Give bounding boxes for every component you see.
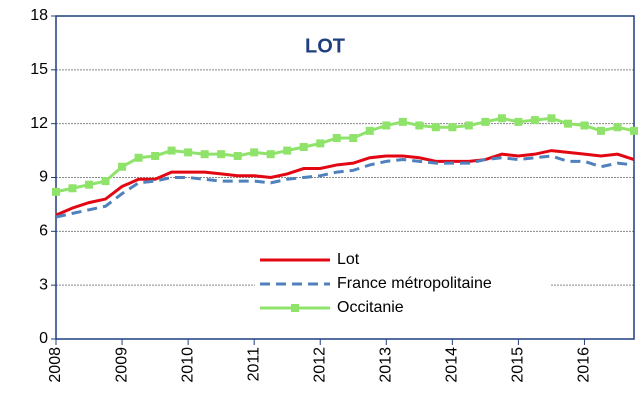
- series-marker: [283, 146, 292, 155]
- legend-label: France métropolitaine: [337, 275, 492, 292]
- x-tick-label: 2015: [510, 347, 527, 383]
- series-marker: [382, 121, 391, 130]
- series-marker: [233, 151, 242, 160]
- x-tick-label: 2010: [179, 347, 196, 383]
- series-marker: [200, 150, 209, 159]
- x-tick-label: 2013: [378, 347, 395, 383]
- series-line: [55, 154, 635, 219]
- x-tick-label: 2008: [47, 347, 64, 383]
- series-marker: [448, 123, 457, 132]
- series-marker: [118, 162, 127, 171]
- series-marker: [580, 121, 589, 130]
- series-marker: [151, 151, 160, 160]
- series-marker: [563, 119, 572, 128]
- y-tick-label: 12: [30, 115, 48, 132]
- series-marker: [613, 123, 622, 132]
- y-tick-label: 18: [30, 7, 48, 24]
- chart-title: LOT: [305, 35, 345, 57]
- series-marker: [68, 184, 77, 193]
- y-tick-label: 15: [30, 61, 48, 78]
- series-marker: [530, 116, 539, 125]
- series-marker: [332, 134, 341, 143]
- y-tick-label: 0: [39, 330, 48, 347]
- series-marker: [52, 187, 60, 196]
- series-marker: [596, 126, 605, 135]
- series-marker: [365, 126, 374, 135]
- series-marker: [316, 139, 325, 148]
- series-marker: [398, 117, 407, 126]
- series-marker: [415, 121, 424, 130]
- series-marker: [184, 148, 193, 157]
- series-marker: [167, 146, 176, 155]
- x-tick-label: 2009: [113, 347, 130, 383]
- series-marker: [514, 117, 523, 126]
- x-tick-label: 2014: [444, 347, 461, 383]
- series-marker: [481, 117, 490, 126]
- x-tick-label: 2011: [245, 347, 262, 382]
- y-tick-label: 3: [39, 276, 48, 293]
- series-marker: [101, 177, 110, 186]
- legend-label: Occitanie: [337, 299, 404, 316]
- x-tick-label: 2012: [311, 347, 328, 383]
- series-marker: [349, 134, 358, 143]
- series-marker: [85, 180, 94, 189]
- series-marker: [250, 148, 259, 157]
- series-marker: [266, 150, 275, 159]
- y-tick-label: 9: [39, 169, 48, 186]
- series-marker: [217, 150, 226, 159]
- series-marker: [464, 121, 473, 130]
- series-marker: [431, 123, 440, 132]
- series-marker: [134, 153, 143, 162]
- series-marker: [497, 114, 506, 123]
- plot-border: [55, 15, 635, 340]
- legend-marker: [291, 304, 299, 312]
- x-tick-label: 2016: [576, 347, 593, 383]
- series-line: [55, 149, 635, 217]
- series-marker: [547, 114, 556, 123]
- series-marker: [299, 142, 308, 151]
- y-tick-label: 6: [39, 223, 48, 240]
- series-marker: [630, 126, 638, 135]
- legend-label: Lot: [337, 251, 360, 268]
